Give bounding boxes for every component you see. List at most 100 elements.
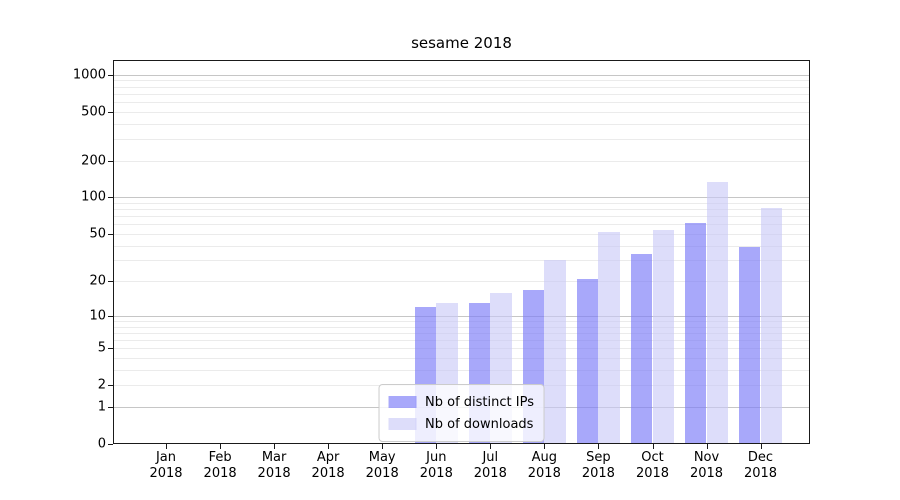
y-tick-label-100: 100 [81,189,106,205]
legend-label: Nb of downloads [425,416,534,432]
gridline-y-60 [113,224,810,226]
legend-item-distinct-ips: Nb of distinct IPs [388,391,534,413]
bar-distinct-ips-dec [738,246,761,444]
gridline-y-40 [113,245,810,247]
x-tick-label-apr: Apr 2018 [298,450,358,482]
x-tick-mark [328,444,330,449]
y-tick-label-50: 50 [89,226,106,242]
gridline-y-1000 [113,74,810,76]
x-tick-label-feb: Feb 2018 [190,450,250,482]
gridline-y-3 [113,369,810,371]
x-tick-mark [544,444,546,449]
gridline-y-100 [113,197,810,199]
gridline-y-6 [113,340,810,341]
year-label: 2018 [527,466,561,481]
x-tick-label-sep: Sep 2018 [568,450,628,482]
gridline-y-50 [113,233,810,235]
y-tick-label-500: 500 [81,104,106,120]
gridline-y-9 [113,320,810,322]
month-label: Feb [208,450,232,465]
y-tick-label-10: 10 [89,308,106,324]
y-tick-label-0: 0 [97,436,106,452]
y-tick-mark [108,406,113,408]
gridline-y-30 [113,260,810,262]
x-tick-mark [166,444,167,449]
x-tick-label-may: May 2018 [352,450,412,482]
month-label: Sep [586,450,611,465]
x-tick-mark [220,444,222,449]
gridline-y-600 [113,102,810,103]
bar-downloads-sep [598,231,621,444]
gridline-y-4 [113,358,810,359]
legend-swatch-icon [388,418,417,430]
year-label: 2018 [473,466,507,481]
year-label: 2018 [257,466,291,481]
gridline-y-90 [113,202,810,204]
gridline-y-200 [113,160,810,162]
legend-item-downloads: Nb of downloads [388,413,534,435]
year-label: 2018 [203,466,237,481]
bar-distinct-ips-sep [576,278,599,444]
month-label: Jan [155,450,177,465]
x-tick-mark [652,444,654,449]
gridline-y-400 [113,123,810,125]
y-tick-label-2: 2 [97,377,106,393]
bar-distinct-ips-oct [630,254,653,444]
gridline-y-8 [113,326,810,328]
y-tick-mark [108,385,113,387]
year-label: 2018 [419,466,453,481]
month-label: Apr [316,450,340,465]
month-label: Nov [693,450,720,465]
year-label: 2018 [365,466,399,481]
y-tick-label-5: 5 [97,340,106,356]
x-tick-mark [274,444,276,449]
gridline-y-800 [113,86,810,88]
month-label: Jul [482,450,499,465]
gridline-y-7 [113,332,810,334]
y-tick-mark [108,111,113,113]
x-tick-label-dec: Dec 2018 [731,450,791,482]
month-label: Aug [531,450,557,465]
x-tick-mark [598,444,600,449]
month-label: Dec [747,450,774,465]
gridline-y-500 [113,111,810,113]
month-label: Jun [426,450,447,465]
y-tick-label-20: 20 [89,273,106,289]
y-tick-label-1000: 1000 [72,67,106,83]
gridline-y-300 [113,138,810,140]
gridline-y-900 [113,80,810,82]
month-label: Mar [261,450,287,465]
y-tick-label-200: 200 [81,153,106,168]
x-tick-mark [436,444,438,449]
chart-title: sesame 2018 [411,34,512,52]
y-tick-mark [108,197,113,199]
month-label: May [368,450,396,465]
bar-downloads-aug [544,260,566,444]
gridline-y-80 [113,209,810,211]
x-tick-label-aug: Aug 2018 [514,450,574,482]
y-tick-mark [108,281,113,283]
year-label: 2018 [311,466,345,481]
x-tick-mark [382,444,384,449]
bar-downloads-nov [706,182,729,444]
y-tick-mark [108,348,113,350]
year-label: 2018 [743,466,778,481]
x-tick-label-jan: Jan 2018 [136,450,196,482]
x-tick-label-jul: Jul 2018 [460,450,520,482]
year-label: 2018 [635,466,670,481]
x-tick-mark [490,444,492,449]
y-tick-mark [108,74,113,76]
legend: Nb of distinct IPs Nb of downloads [378,384,545,442]
gridline-y-700 [113,93,810,95]
year-label: 2018 [149,466,183,481]
legend-label: Nb of distinct IPs [425,394,534,410]
x-tick-label-nov: Nov 2018 [677,450,737,482]
year-label: 2018 [581,466,615,481]
y-tick-mark [108,444,113,445]
gridline-y-20 [113,281,810,283]
plot-area: Nb of distinct IPs Nb of downloads [113,60,810,444]
x-tick-label-jun: Jun 2018 [406,450,466,482]
year-label: 2018 [689,466,724,481]
legend-swatch-icon [388,396,417,408]
